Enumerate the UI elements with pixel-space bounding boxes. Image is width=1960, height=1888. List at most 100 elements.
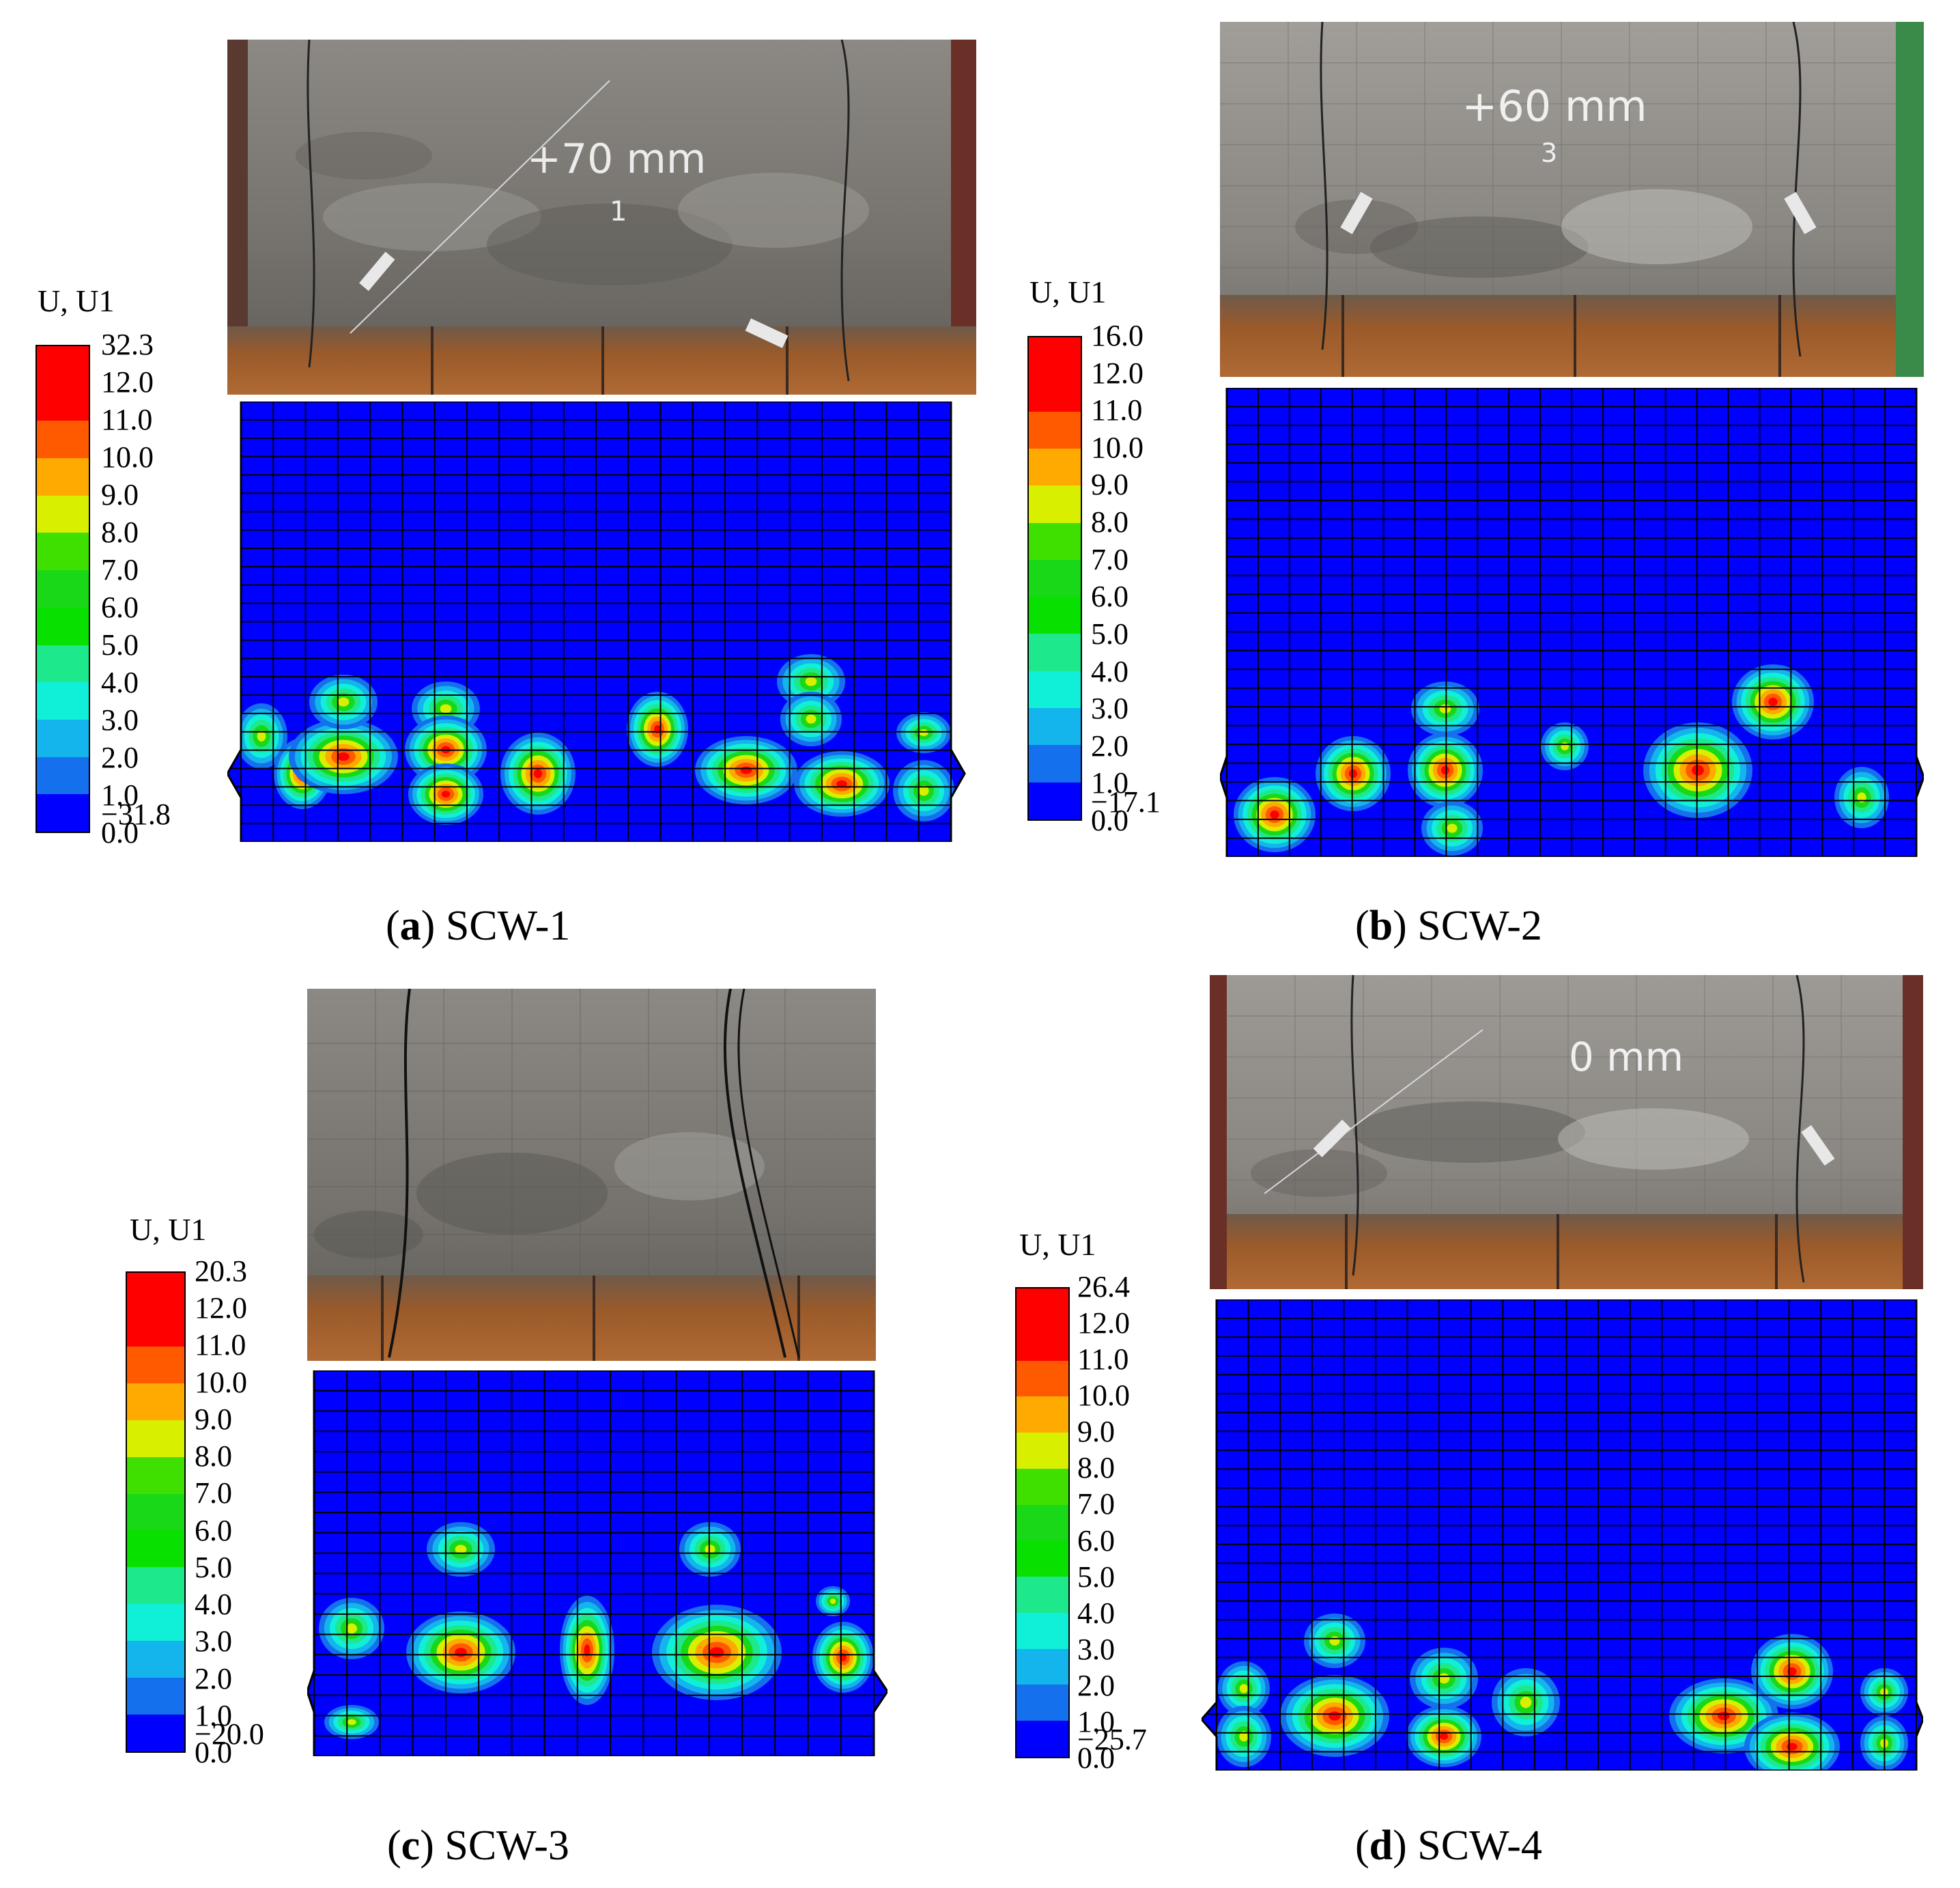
legend-color-segment xyxy=(127,1309,184,1347)
fem-contour-plot xyxy=(227,401,976,842)
legend-tick-label: 10.0 xyxy=(101,440,154,474)
contour-region xyxy=(806,714,816,724)
legend-tick-label: 10.0 xyxy=(1077,1379,1130,1413)
legend-tick-label: −20.0 xyxy=(195,1717,264,1751)
legend-title: U, U1 xyxy=(1019,1227,1096,1262)
contour-region xyxy=(455,1648,467,1657)
legend-tick-label: 0.0 xyxy=(101,816,139,849)
photo-handwritten-label: +70 mm xyxy=(527,135,707,183)
legend-tick-label: 9.0 xyxy=(1091,468,1128,502)
legend-color-segment xyxy=(1017,1540,1068,1578)
legend-color-segment xyxy=(127,1641,184,1679)
contour-region xyxy=(1439,704,1451,714)
legend-color-segment xyxy=(37,719,89,758)
color-legend-bar xyxy=(1027,336,1082,821)
legend-tick-label: 7.0 xyxy=(1091,542,1128,576)
legend-tick-label: 8.0 xyxy=(101,516,139,549)
legend-color-segment xyxy=(1017,1612,1068,1650)
fem-contour-plot xyxy=(1202,1299,1923,1771)
legend-color-segment xyxy=(127,1493,184,1532)
legend-color-segment xyxy=(37,607,89,646)
legend-color-segment xyxy=(1017,1504,1068,1542)
legend-color-segment xyxy=(1029,745,1081,783)
legend-tick-label: 3.0 xyxy=(1077,1632,1115,1666)
panel-caption: (d) SCW-4 xyxy=(1355,1822,1542,1869)
contour-region xyxy=(1239,1684,1249,1693)
legend-tick-label: 7.0 xyxy=(195,1476,232,1510)
legend-color-segment xyxy=(37,794,89,832)
legend-tick-label: 4.0 xyxy=(1091,654,1128,688)
legend-color-segment xyxy=(127,1346,184,1384)
contour-region xyxy=(347,1719,356,1725)
contour-region xyxy=(1787,1667,1797,1676)
legend-color-segment xyxy=(127,1567,184,1605)
contour-region xyxy=(533,769,543,778)
legend-tick-labels: 16.0 12.0 11.0 10.0 9.0 8.0 7.0 6.0 5.0 4.0 3.0 2.0… xyxy=(1091,321,1173,836)
specimen-photo xyxy=(307,989,876,1361)
legend-color-segment xyxy=(37,383,89,422)
contour-region xyxy=(337,752,350,761)
contour-region xyxy=(705,1545,715,1554)
legend-color-segment xyxy=(37,421,89,460)
legend-color-segment xyxy=(127,1420,184,1458)
contour-region xyxy=(836,780,847,788)
contour-region xyxy=(1440,765,1450,775)
contour-region xyxy=(584,1644,591,1657)
contour-region xyxy=(455,1545,467,1554)
legend-color-segment xyxy=(1017,1648,1068,1686)
contour-region xyxy=(1439,1733,1449,1740)
fem-domain xyxy=(1202,1299,1923,1771)
legend-tick-label: −31.8 xyxy=(101,797,171,831)
legend-tick-label: 2.0 xyxy=(1077,1668,1115,1702)
color-legend-bar xyxy=(35,345,90,833)
legend-tick-label: 8.0 xyxy=(1091,505,1128,539)
legend-color-segment xyxy=(1029,634,1081,672)
specimen-photo: +60 mm 3 xyxy=(1220,22,1924,377)
legend-tick-label: 9.0 xyxy=(195,1402,232,1436)
fem-contour-plot xyxy=(1220,388,1924,857)
contour-region xyxy=(740,766,752,774)
fem-mesh-grid xyxy=(307,1370,887,1756)
legend-tick-labels: 26.4 12.0 11.0 10.0 9.0 8.0 7.0 6.0 5.0 4.0 3.0 2.0… xyxy=(1077,1272,1159,1773)
photo-handwritten-label: +60 mm xyxy=(1462,81,1647,131)
legend-tick-label: 9.0 xyxy=(101,478,139,511)
legend-color-segment xyxy=(1017,1721,1068,1757)
legend-tick-label: 7.0 xyxy=(101,553,139,587)
legend-color-segment xyxy=(1029,708,1081,746)
legend-color-segment xyxy=(1017,1360,1068,1398)
legend-tick-label: 5.0 xyxy=(101,628,139,662)
legend-tick-label: 11.0 xyxy=(101,403,153,436)
legend-tick-label: 3.0 xyxy=(195,1624,232,1659)
panel-caption: (b) SCW-2 xyxy=(1355,903,1542,949)
legend-tick-label: 11.0 xyxy=(1077,1342,1129,1377)
contour-region xyxy=(1561,742,1569,750)
contour-region xyxy=(441,791,451,798)
legend-color-segment xyxy=(127,1604,184,1642)
legend-color-segment xyxy=(37,682,89,720)
contour-region xyxy=(337,697,350,707)
legend-tick-label: 11.0 xyxy=(195,1328,246,1362)
legend-color-segment xyxy=(1017,1468,1068,1506)
legend-tick-label: 1.0 xyxy=(1077,1704,1115,1738)
svg-text:1: 1 xyxy=(610,196,627,227)
legend-tick-label: 1.0 xyxy=(195,1698,232,1732)
legend-title: U, U1 xyxy=(1029,274,1107,309)
contour-region xyxy=(1718,1711,1730,1721)
panel-caption: (c) SCW-3 xyxy=(387,1822,569,1869)
legend-tick-label: 20.3 xyxy=(195,1254,247,1288)
fem-contour-plot xyxy=(307,1370,887,1756)
legend-color-segment xyxy=(1029,337,1081,376)
svg-text:3: 3 xyxy=(1541,138,1557,168)
contour-region xyxy=(1348,769,1358,778)
contour-region xyxy=(440,704,452,714)
legend-tick-label: 5.0 xyxy=(1091,617,1128,651)
legend-tick-label: 2.0 xyxy=(1091,729,1128,763)
contour-region xyxy=(919,729,928,736)
legend-tick-labels: 20.3 12.0 11.0 10.0 9.0 8.0 7.0 6.0 5.0 4.0 3.0 2.0… xyxy=(195,1256,276,1768)
legend-tick-label: 11.0 xyxy=(1091,393,1143,427)
contour-region xyxy=(805,677,817,686)
contour-region xyxy=(1520,1696,1532,1708)
legend-tick-label: 6.0 xyxy=(1077,1523,1115,1558)
legend-tick-label: 7.0 xyxy=(1077,1487,1115,1521)
legend-tick-label: 8.0 xyxy=(195,1439,232,1474)
